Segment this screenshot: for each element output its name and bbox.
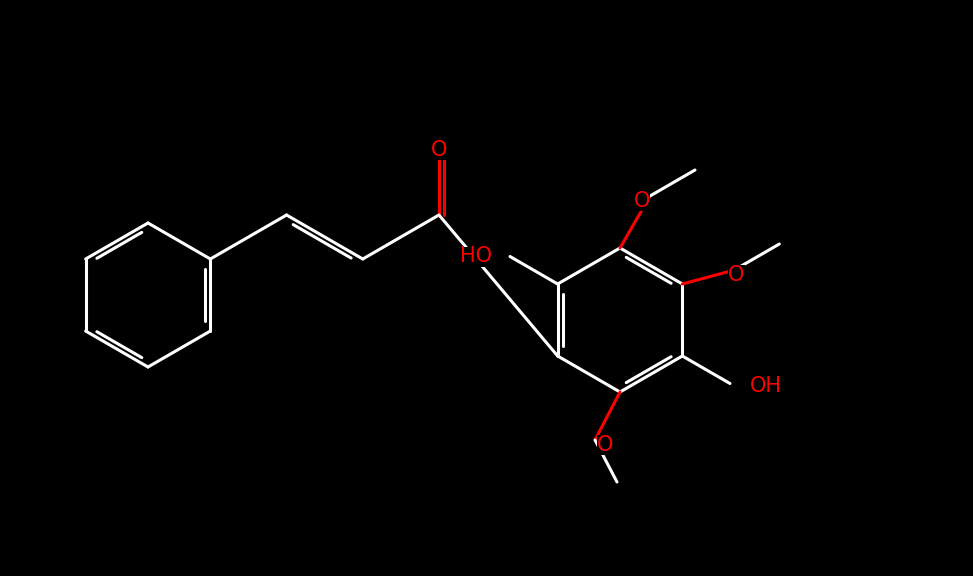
Text: O: O	[431, 140, 448, 160]
Text: OH: OH	[750, 376, 782, 396]
Text: O: O	[728, 265, 744, 285]
Text: HO: HO	[460, 247, 492, 267]
Text: O: O	[633, 191, 650, 211]
Text: O: O	[596, 435, 613, 455]
